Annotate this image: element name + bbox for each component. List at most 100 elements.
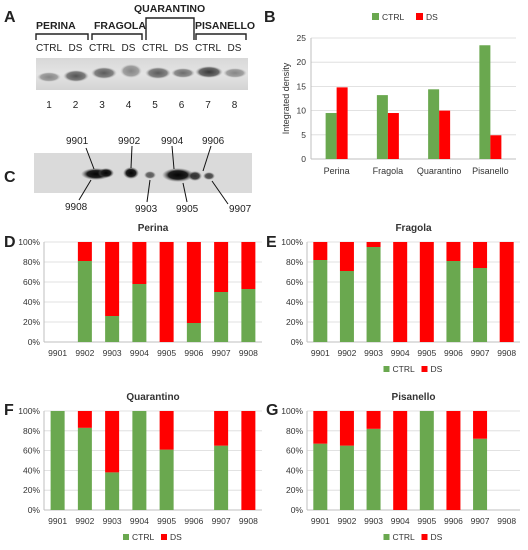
panel-b: B 0 5 10 15 20 25 Perina Fragola Quarantino Pisan…: [264, 9, 516, 176]
pisanello-stacked-chart: Pisanello 0% 20% 40% 60% 80% 100% 9901 9902 9903 9…: [281, 392, 520, 542]
bar-ds: [313, 242, 328, 260]
spot-label: 9908: [65, 202, 88, 213]
bar-ds: [393, 411, 408, 510]
chart-title: Perina: [138, 223, 169, 234]
y-tick-label: 80%: [286, 257, 303, 267]
bar-ctrl: [366, 247, 381, 342]
x-tick-label: 9907: [212, 348, 231, 358]
bar-ctrl: [159, 449, 174, 510]
legend-swatch-ctrl: [123, 534, 129, 540]
bar-ds: [159, 411, 174, 450]
spot-label: 9903: [135, 204, 158, 215]
lane-number-label: 4: [126, 100, 132, 111]
quarantino-stacked-chart: Quarantino 0% 20% 40% 60% 80% 100% 9901 9902 9903…: [18, 392, 262, 542]
y-tick-label: 100%: [281, 237, 303, 247]
panel-c: C 9901 9902 9904 9906 9908 9903 9905 9: [4, 136, 252, 215]
x-tick-label: 9908: [239, 516, 258, 526]
gel-group-label: PISANELLO: [195, 20, 255, 32]
bar-ds: [393, 242, 408, 342]
bar-ctrl: [50, 411, 65, 510]
bar-ctrl: [77, 427, 92, 510]
legend-swatch-ctrl: [383, 366, 390, 372]
bar-ds: [339, 242, 354, 271]
legend-label: DS: [426, 12, 438, 22]
x-tick-label: 9906: [444, 516, 463, 526]
y-tick-label: 0%: [291, 337, 304, 347]
lane-condition-labels: CTRL DS CTRL DS CTRL DS CTRL DS: [36, 43, 242, 54]
spot-label: 9905: [176, 204, 199, 215]
bar-ctrl: [479, 45, 491, 160]
y-tick-label: 20%: [23, 317, 40, 327]
fragola-stacked-chart: Fragola 0% 20% 40% 60% 80% 100% 9901 9902 9903 990…: [281, 223, 520, 374]
x-tick-label: 9901: [311, 516, 330, 526]
x-tick-label: 9905: [417, 516, 436, 526]
lane-condition-label: CTRL: [142, 43, 169, 54]
bar-ctrl: [186, 323, 201, 342]
lane-number-label: 7: [205, 100, 211, 111]
y-tick-label: 10: [297, 106, 307, 116]
y-tick-label: 40%: [23, 465, 40, 475]
y-tick-label: 0%: [28, 505, 41, 515]
legend-label: CTRL: [132, 532, 154, 542]
x-tick-label: 9904: [130, 516, 149, 526]
bar-ds: [336, 87, 348, 159]
2d-gel-spots: [81, 167, 215, 182]
x-tick-label: Fragola: [373, 166, 404, 176]
x-tick-label: 9907: [212, 516, 231, 526]
bar-ds: [490, 135, 502, 159]
x-tick-label: 9901: [311, 348, 330, 358]
bar-ds: [105, 411, 120, 473]
gel-bands: [37, 64, 247, 82]
lane-number-label: 2: [73, 100, 79, 111]
y-tick-label: 80%: [23, 257, 40, 267]
bar-ctrl: [339, 271, 354, 342]
spot-label: 9902: [118, 136, 141, 147]
bar-ctrl: [419, 411, 434, 510]
x-tick-label: 9903: [103, 516, 122, 526]
x-tick-label: 9902: [75, 516, 94, 526]
y-tick-label: 60%: [286, 446, 303, 456]
bar-ctrl: [105, 472, 120, 510]
lane-condition-label: DS: [122, 43, 136, 54]
x-tick-label: 9907: [471, 348, 490, 358]
x-tick-label: 9903: [103, 348, 122, 358]
x-tick-label: 9904: [130, 348, 149, 358]
x-tick-label: 9902: [337, 516, 356, 526]
y-tick-label: 25: [297, 33, 307, 43]
chart-title: Fragola: [395, 223, 432, 234]
gel-group-brackets: [35, 17, 247, 40]
legend-label: CTRL: [393, 532, 415, 542]
y-tick-label: 40%: [286, 297, 303, 307]
x-tick-label: 9902: [337, 348, 356, 358]
y-tick-label: 100%: [281, 406, 303, 416]
y-tick-label: 60%: [23, 446, 40, 456]
bar-ctrl: [339, 445, 354, 510]
panel-letter-g: G: [266, 402, 278, 419]
y-tick-label: 0%: [28, 337, 41, 347]
bar-ds: [186, 242, 201, 323]
perina-stacked-chart: Perina 0% 20% 40% 60% 80% 100% 9901 9902 9903 9904…: [18, 223, 262, 358]
bar-ds: [132, 242, 147, 284]
legend-swatch-ctrl: [372, 13, 379, 20]
x-tick-label: 9907: [471, 516, 490, 526]
y-tick-label: 0%: [291, 505, 304, 515]
lane-condition-label: DS: [228, 43, 242, 54]
bar-ds: [446, 242, 461, 261]
y-tick-label: 20%: [23, 485, 40, 495]
bar-ds: [105, 242, 120, 316]
x-tick-label: 9908: [497, 516, 516, 526]
panel-letter-b: B: [264, 9, 276, 26]
bar-ds: [159, 242, 174, 342]
panel-letter-c: C: [4, 169, 16, 186]
x-tick-label: 9901: [48, 516, 67, 526]
bar-ds: [339, 411, 354, 446]
y-axis-label: Integrated density: [281, 62, 291, 134]
bar-ctrl: [376, 95, 388, 159]
y-tick-label: 5: [301, 130, 306, 140]
legend-swatch-ds: [421, 534, 428, 540]
integrated-density-chart: 0 5 10 15 20 25 Perina Fragola Quarantino Pisanel…: [281, 12, 516, 176]
x-tick-label: 9906: [444, 348, 463, 358]
x-tick-label: 9902: [75, 348, 94, 358]
y-tick-label: 0: [301, 154, 306, 164]
